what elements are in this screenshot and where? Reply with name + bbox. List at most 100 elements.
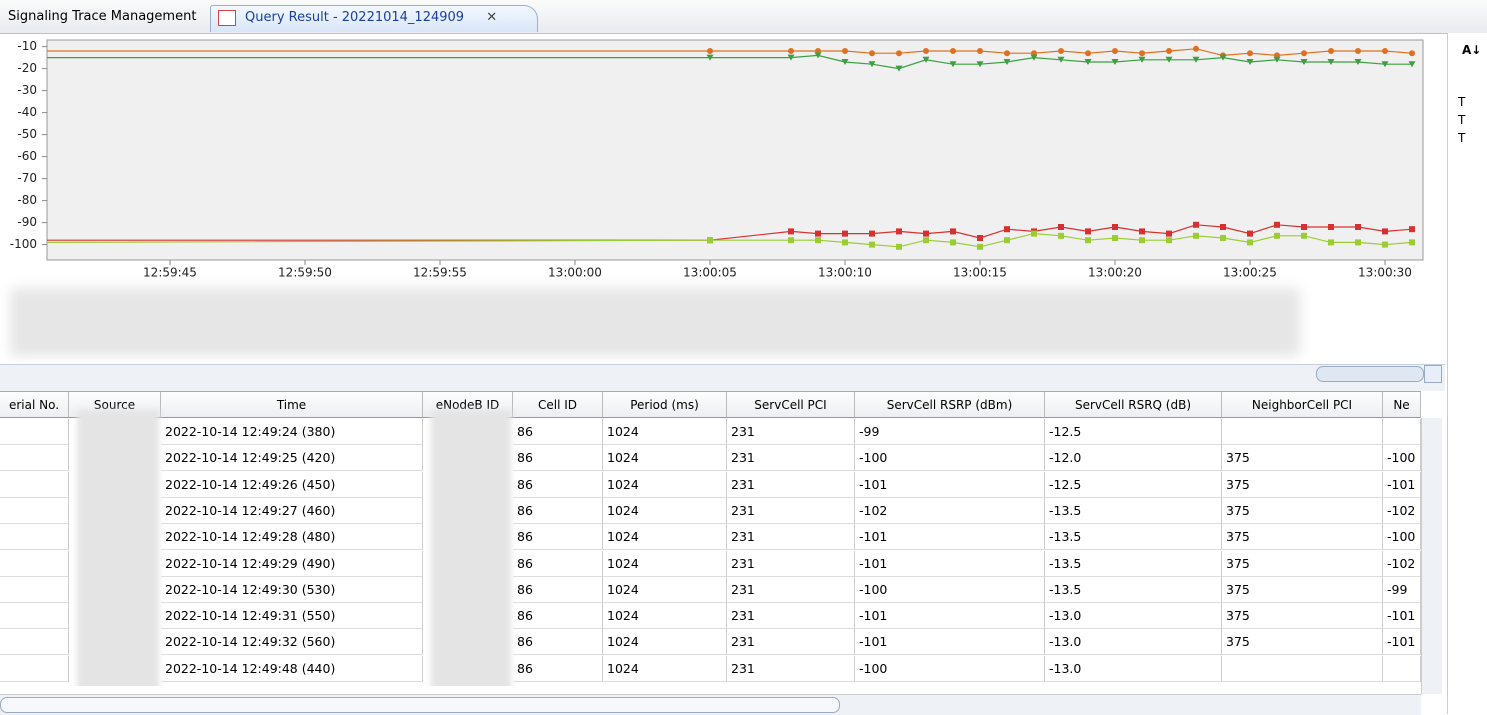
- point: [1139, 228, 1145, 235]
- table-cell: 231: [727, 445, 855, 472]
- column-header[interactable]: erial No.: [0, 392, 69, 418]
- point: [976, 61, 984, 68]
- point: [1409, 50, 1415, 57]
- column-header[interactable]: Period (ms): [603, 392, 727, 418]
- point: [1058, 232, 1064, 239]
- point: [1328, 239, 1334, 246]
- table-cell: 231: [727, 655, 855, 682]
- y-tick-label: -60: [17, 149, 37, 163]
- table-cell: 86: [513, 419, 603, 445]
- point: [788, 237, 794, 244]
- column-header[interactable]: ServCell RSRP (dBm): [855, 392, 1045, 418]
- point: [707, 237, 713, 244]
- point: [923, 230, 929, 237]
- table-cell: [0, 550, 69, 577]
- table-cell: -101: [855, 629, 1045, 656]
- x-tick-label: 13:00:00: [548, 266, 602, 280]
- splitter[interactable]: [0, 364, 1445, 391]
- x-tick-label: 12:59:50: [278, 266, 332, 280]
- table-cell: 2022-10-14 12:49:28 (480): [161, 524, 423, 551]
- column-header[interactable]: NeighborCell PCI: [1222, 392, 1383, 418]
- point: [1004, 226, 1010, 233]
- tab-active[interactable]: Query Result - 20221014_124909 ✕: [210, 5, 538, 32]
- table-cell: -102: [1383, 550, 1421, 577]
- y-tick-label: -30: [17, 83, 37, 97]
- column-header[interactable]: Time: [161, 392, 423, 418]
- point: [787, 54, 795, 61]
- table-cell: 375: [1222, 497, 1383, 524]
- table-cell: -13.5: [1045, 576, 1222, 603]
- column-header[interactable]: Ne: [1383, 392, 1421, 418]
- point: [1355, 239, 1361, 246]
- horizontal-scrollbar[interactable]: [0, 694, 1421, 715]
- x-tick-label: 13:00:05: [683, 266, 737, 280]
- side-item: T: [1458, 95, 1466, 109]
- vertical-scrollbar[interactable]: [1421, 418, 1442, 694]
- table-cell: -13.0: [1045, 629, 1222, 656]
- point: [815, 230, 821, 237]
- point: [1004, 50, 1010, 57]
- column-header[interactable]: ServCell RSRQ (dB): [1045, 392, 1222, 418]
- y-tick-label: -20: [17, 61, 37, 75]
- point: [1274, 232, 1280, 239]
- point: [1193, 221, 1199, 228]
- point: [1139, 50, 1145, 57]
- point: [841, 59, 849, 65]
- scroll-right[interactable]: [1424, 365, 1442, 383]
- table-cell: -101: [1383, 471, 1421, 498]
- table-cell: 2022-10-14 12:49:48 (440): [161, 655, 423, 682]
- y-tick-label: -90: [17, 215, 37, 229]
- point: [895, 65, 903, 72]
- table-cell: 231: [727, 524, 855, 551]
- table-cell: 86: [513, 497, 603, 524]
- series-line: [47, 232, 1413, 248]
- side-item: T: [1458, 113, 1466, 127]
- column-header[interactable]: ServCell PCI: [727, 392, 855, 418]
- y-tick-label: -70: [17, 171, 37, 185]
- table-cell: 375: [1222, 603, 1383, 630]
- point: [1193, 45, 1199, 52]
- chart: -10 -20 -30 -40 -50 -60 -70 -80 -90 -100 12:59:45 1…: [10, 39, 1424, 356]
- tab[interactable]: Signaling Trace Management: [8, 9, 197, 24]
- blurred-column: [77, 410, 159, 686]
- table-cell: 86: [513, 524, 603, 551]
- point: [842, 230, 848, 237]
- y-tick-label: -100: [10, 237, 37, 251]
- table-cell: [1383, 655, 1421, 682]
- point: [1246, 59, 1254, 65]
- point: [1031, 230, 1037, 237]
- blurred-column: [431, 410, 511, 686]
- point: [1247, 239, 1253, 246]
- table-cell: [1222, 419, 1383, 445]
- point: [32, 55, 39, 61]
- table-cell: 86: [513, 603, 603, 630]
- table-cell: -99: [1383, 576, 1421, 603]
- sort-icon[interactable]: A↓: [1462, 43, 1482, 57]
- point: [1247, 50, 1253, 57]
- point: [1193, 232, 1199, 239]
- point: [1409, 239, 1415, 246]
- point: [869, 50, 875, 57]
- table-cell: [0, 524, 69, 551]
- scrollbar-thumb[interactable]: [1316, 366, 1424, 382]
- column-header[interactable]: Cell ID: [513, 392, 603, 418]
- table-cell: -100: [1383, 445, 1421, 472]
- scrollbar-thumb[interactable]: [0, 697, 840, 713]
- close-icon[interactable]: ✕: [486, 10, 498, 25]
- y-tick-label: -10: [17, 39, 37, 53]
- table-cell: -12.5: [1045, 419, 1222, 445]
- table-cell: 231: [727, 550, 855, 577]
- table-cell: 1024: [603, 524, 727, 551]
- table-cell: 1024: [603, 471, 727, 498]
- point: [1354, 59, 1362, 65]
- tab-bar: Signaling Trace Management Query Result …: [0, 0, 1487, 34]
- table-cell: -100: [1383, 524, 1421, 551]
- table-cell: [0, 471, 69, 498]
- table-cell: 231: [727, 629, 855, 656]
- table-cell: [0, 445, 69, 472]
- point: [1111, 59, 1119, 65]
- table-cell: 1024: [603, 576, 727, 603]
- table-cell: 1024: [603, 550, 727, 577]
- point: [1328, 48, 1334, 54]
